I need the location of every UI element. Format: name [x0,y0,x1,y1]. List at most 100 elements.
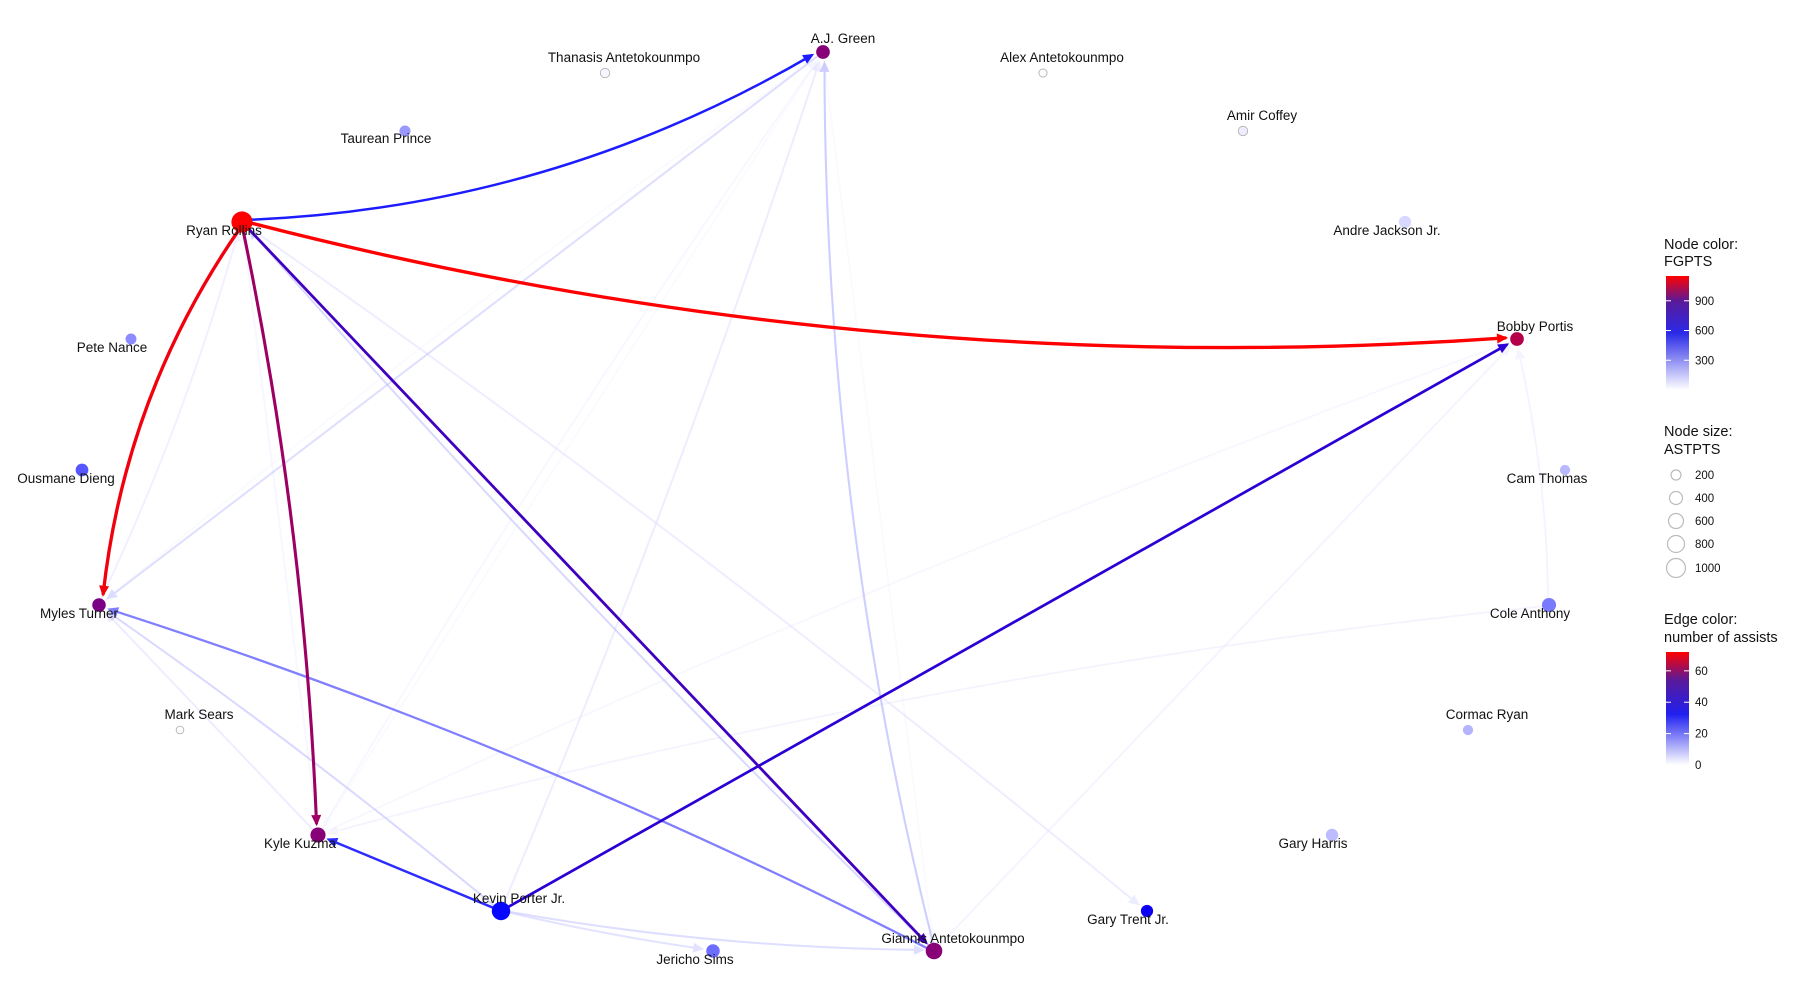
edge-arrowhead [326,838,339,848]
edge-arrowhead [811,60,822,73]
node-label-cormac: Cormac Ryan [1446,707,1529,722]
node-ousmane [75,463,89,477]
edge-line [327,838,495,910]
edge-kevin-to-jericho [507,911,705,953]
edge-kevin-to-giannis [507,910,926,955]
edge-kevin-to-aj [502,60,822,905]
size-key-200 [1670,469,1682,481]
node-label-amir: Amir Coffey [1227,108,1298,123]
edge-myles-to-ryan [100,230,241,599]
edge-line [100,232,239,599]
edge-cole-to-bobby [1515,347,1549,599]
edge-kyle-to-bobby [324,341,1509,833]
node-bobby [1510,332,1524,346]
edge-arrowhead [1128,894,1140,906]
size-key-400 [1668,490,1684,506]
edge-line [507,911,703,950]
edge-arrowhead [1515,347,1526,360]
nodes-layer [75,45,1571,960]
node-kevin [491,901,511,921]
edge-kevin-to-kyle [326,838,495,910]
edge-line [246,226,928,944]
node-label-aj: A.J. Green [811,31,876,46]
edge-arrowhead [107,607,120,617]
fgpts-colorbar [1666,276,1689,390]
edge-giannis-to-aj [819,60,935,945]
legend-node-color: Node color: FGPTS 900 600 300 [1664,237,1738,390]
node-label-giannis: Giannis Antetokounmpo [881,931,1024,946]
edge-line [324,342,1507,833]
legend-node-size-title-2: ASTPTS [1664,442,1720,458]
edge-line [101,227,241,596]
legend-edge-color-title-2: number of assists [1664,630,1778,646]
fgpts-tick-900: 900 [1695,296,1714,308]
edge-arrowhead [322,815,334,828]
edge-ryan-to-bobby [248,221,1509,350]
edge-line [248,221,1507,350]
edge-ryan-to-giannis [246,226,928,945]
node-amir [1237,125,1249,137]
edges-layer [99,53,1549,955]
node-cam [1559,464,1571,476]
size-key-200-label: 200 [1695,470,1714,482]
node-label-taurean: Taurean Prince [341,131,432,146]
fgpts-ticks: 900 600 300 [1666,296,1714,367]
edge-line [106,612,314,831]
node-label-mark: Mark Sears [164,707,233,722]
size-key-600-label: 600 [1695,516,1714,528]
edge-line [328,605,1543,834]
node-gary-t [1140,904,1154,918]
edge-line [108,608,928,950]
fgpts-tick-600: 600 [1695,326,1714,338]
node-pete [125,333,137,345]
node-label-ryan: Ryan Rollins [186,223,262,238]
edge-arrowhead [914,944,926,955]
edge-arrowhead [311,814,322,827]
size-key-1000 [1665,557,1687,579]
size-key-1000-label: 1000 [1695,563,1721,575]
node-alex [1038,68,1048,78]
size-key-400-label: 400 [1695,493,1714,505]
size-key-600 [1667,512,1685,530]
edge-aj-to-giannis [823,59,937,943]
edge-arrowhead [106,588,118,600]
edge-line [242,232,318,828]
edge-line [938,346,1510,947]
node-label-myles: Myles Turner [40,606,119,621]
size-key-800-label: 800 [1695,539,1714,551]
node-label-ousmane: Ousmane Dieng [17,471,115,486]
assists-tick-20: 20 [1695,729,1708,741]
edge-aj-to-kyle [322,57,820,828]
node-myles [92,598,106,612]
edge-kyle-to-ryan [239,230,318,828]
legend-node-color-title-1: Node color: [1664,237,1738,253]
edge-line [107,611,496,908]
edge-arrowhead [819,60,830,72]
edge-aj-to-myles [106,55,818,600]
node-label-bobby: Bobby Portis [1497,319,1574,334]
edge-line [823,62,935,945]
edge-line [323,57,820,826]
node-mark [175,725,185,735]
edge-kevin-to-myles [106,610,496,908]
node-gary-h [1325,828,1339,842]
edge-arrowhead [1496,333,1509,344]
node-jericho [706,944,720,958]
edge-ryan-to-kyle [241,228,322,827]
edge-ryan-to-myles [99,227,241,597]
edge-arrowhead [692,942,705,953]
edge-line [502,62,820,905]
edge-line [241,228,319,825]
edge-line [506,343,1508,909]
assists-ticks: 60 40 20 0 [1666,666,1708,772]
edge-line [104,58,815,602]
node-andre [1398,215,1412,229]
edge-arrowhead [1499,345,1511,357]
assists-colorbar [1666,652,1689,765]
edge-line [823,59,934,941]
labels-layer: A.J. Green Thanasis Antetokounmpo Alex Ant… [17,31,1587,967]
edge-cole-to-kyle [326,605,1543,836]
edge-line [247,225,1139,905]
